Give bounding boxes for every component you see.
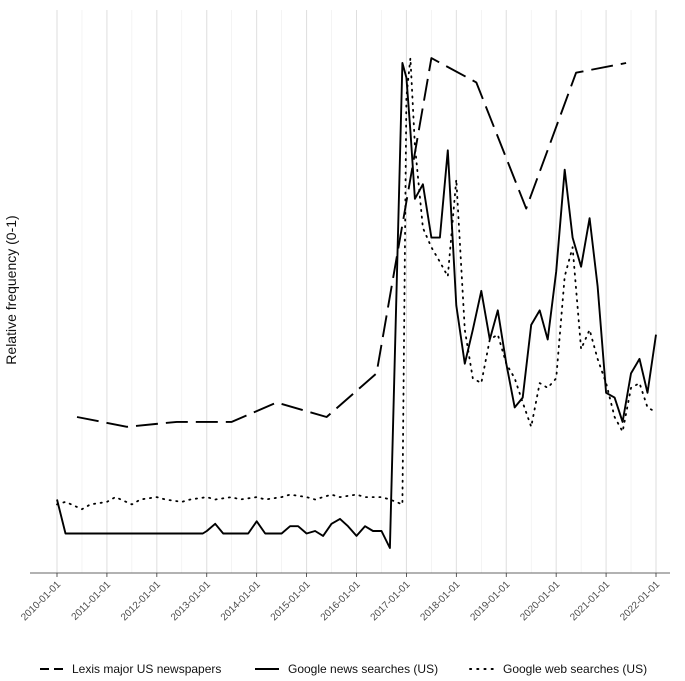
plot-background	[30, 10, 670, 573]
legend-label: Google news searches (US)	[288, 662, 438, 676]
x-tick-label: 2016-01-01	[319, 579, 363, 623]
grid-lines	[30, 10, 670, 574]
x-tick-label: 2015-01-01	[269, 579, 313, 623]
x-tick-label: 2020-01-01	[518, 579, 562, 623]
series-line-dotted	[56, 57, 657, 511]
x-axis: 2010-01-01 2011-01-01 2012-01-01 2013-01-01…	[19, 573, 662, 623]
series-lines	[56, 57, 657, 549]
x-tick-label: 2022-01-01	[618, 579, 662, 623]
legend-label: Lexis major US newspapers	[72, 662, 221, 676]
x-tick-label: 2010-01-01	[19, 579, 63, 623]
x-tick-label: 2018-01-01	[419, 579, 463, 623]
x-tick-label: 2021-01-01	[568, 579, 612, 623]
series-line-solid	[56, 62, 657, 549]
x-tick-label: 2012-01-01	[119, 579, 163, 623]
x-tick-label: 2014-01-01	[219, 579, 263, 623]
series-line-dashed	[76, 57, 627, 428]
x-tick-label: 2019-01-01	[468, 579, 512, 623]
legend: Lexis major US newspapers Google news sea…	[40, 662, 647, 676]
y-axis-title: Relative frequency (0-1)	[3, 215, 19, 364]
x-tick-label: 2017-01-01	[369, 579, 413, 623]
x-tick-label: 2013-01-01	[169, 579, 213, 623]
legend-label: Google web searches (US)	[503, 662, 647, 676]
x-tick-label: 2011-01-01	[70, 579, 114, 623]
